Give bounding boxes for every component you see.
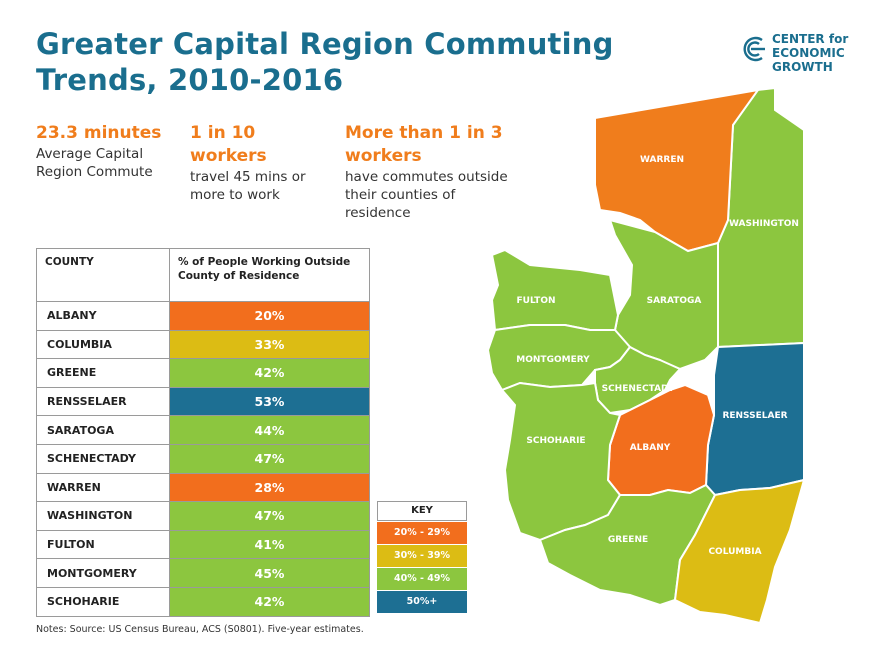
map-label-greene: GREENE [608,535,648,545]
county-percent: 47% [169,443,370,474]
table-row: ALBANY 20% [36,301,370,331]
table-row: SCHOHARIE 42% [36,586,370,617]
county-percent: 42% [169,586,370,617]
county-map: WARREN WASHINGTON FULTON SARATOGA MONTGO… [486,86,806,625]
county-percent: 53% [169,386,370,417]
county-name: FULTON [36,529,170,560]
county-name: MONTGOMERY [36,558,170,588]
county-name: SARATOGA [36,415,170,445]
county-percent: 42% [169,358,370,388]
ceg-logo-icon [743,36,765,62]
map-label-saratoga: SARATOGA [647,296,702,306]
county-percent: 41% [169,529,370,560]
table-row: GREENE 42% [36,358,370,388]
legend-item: 40% - 49% [377,568,467,590]
table-header-row: COUNTY % of People Working Outside Count… [36,248,370,302]
map-label-rensselaer: RENSSELAER [722,411,787,421]
county-percent: 20% [169,301,370,331]
legend-item: 30% - 39% [377,545,467,567]
county-name: WARREN [36,472,170,503]
county-name: WASHINGTON [36,501,170,531]
header-percent: % of People Working Outside County of Re… [169,248,370,302]
map-county-columbia [673,478,806,625]
county-name: ALBANY [36,301,170,331]
table-row: MONTGOMERY 45% [36,558,370,588]
logo-line-3: GROWTH [772,60,833,74]
legend-title: KEY [377,501,467,521]
stat-caption: have commutes outside their counties of … [345,169,508,221]
county-percent: 45% [169,558,370,588]
county-percent: 28% [169,472,370,503]
map-label-montgomery: MONTGOMERY [516,355,590,365]
county-name: SCHENECTADY [36,443,170,474]
county-percent: 47% [169,501,370,531]
map-label-albany: ALBANY [630,443,671,453]
county-name: COLUMBIA [36,329,170,360]
map-label-schenectady: SCHENECTADY [602,384,675,394]
ceg-logo: CENTER for ECONOMIC GROWTH [740,32,870,76]
stat-caption: travel 45 mins or more to work [190,169,306,203]
stat-average-commute: 23.3 minutes Average Capital Region Comm… [36,122,171,181]
stat-caption: Average Capital Region Commute [36,146,153,180]
county-table: COUNTY % of People Working Outside Count… [36,248,370,617]
map-label-washington: WASHINGTON [729,219,799,229]
logo-line-2: ECONOMIC [772,46,845,60]
legend-item: 20% - 29% [377,522,467,544]
page-title: Greater Capital Region Commuting Trends,… [36,27,614,97]
stat-value: 1 in 10 workers [190,123,267,166]
county-name: SCHOHARIE [36,586,170,617]
table-row: COLUMBIA 33% [36,329,370,360]
table-row: WARREN 28% [36,472,370,503]
header-county: COUNTY [36,248,170,302]
map-label-warren: WARREN [640,155,684,165]
county-percent: 44% [169,415,370,445]
stat-outside-county: More than 1 in 3 workers have commutes o… [345,122,520,222]
table-row: FULTON 41% [36,529,370,560]
table-row: SARATOGA 44% [36,415,370,445]
map-label-schoharie: SCHOHARIE [526,436,585,446]
source-notes: Notes: Source: US Census Bureau, ACS (S0… [36,624,364,635]
legend-item: 50%+ [377,591,467,613]
county-percent: 33% [169,329,370,360]
table-row: RENSSELAER 53% [36,386,370,417]
county-name: GREENE [36,358,170,388]
logo-line-1: CENTER for [772,32,849,46]
map-county-fulton [490,248,620,332]
table-row: SCHENECTADY 47% [36,443,370,474]
county-name: RENSSELAER [36,386,170,417]
table-row: WASHINGTON 47% [36,501,370,531]
map-label-fulton: FULTON [516,296,555,306]
stat-value: 23.3 minutes [36,123,162,143]
stat-long-commute: 1 in 10 workers travel 45 mins or more t… [190,122,330,204]
stat-value: More than 1 in 3 workers [345,123,503,166]
map-label-columbia: COLUMBIA [708,547,761,557]
legend-key: KEY 20% - 29% 30% - 39% 40% - 49% 50%+ [377,501,467,613]
